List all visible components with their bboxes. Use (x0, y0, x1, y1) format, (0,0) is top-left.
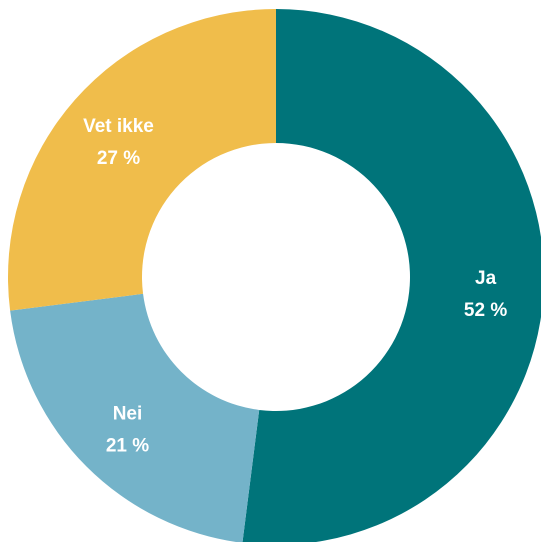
slice-label-nei: Nei (113, 403, 143, 424)
slice-value-ja: 52 % (464, 300, 507, 321)
slice-value-nei: 21 % (106, 435, 149, 456)
slice-ja (242, 9, 541, 542)
slice-value-vet-ikke: 27 % (97, 148, 140, 169)
donut-slices (7, 9, 541, 542)
slice-label-ja: Ja (475, 268, 497, 289)
slice-vet-ikke (7, 9, 276, 311)
slice-nei (10, 293, 260, 542)
slice-label-vet-ikke: Vet ikke (83, 116, 154, 137)
donut-labels: Ja 52 % Nei 21 % Vet ikke 27 % (83, 116, 507, 456)
